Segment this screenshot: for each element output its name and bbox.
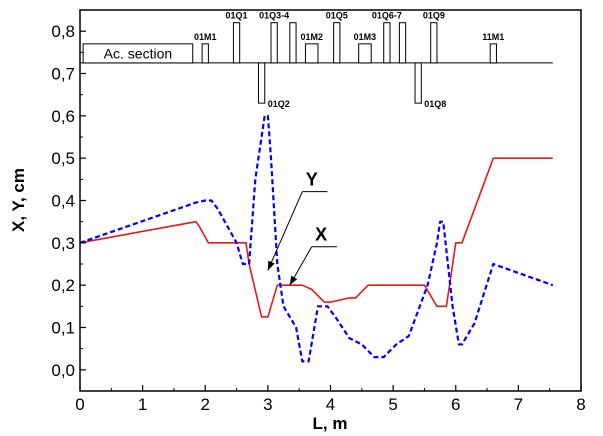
- x-tick-label: 8: [576, 395, 585, 414]
- lattice-element-label: 01Q5: [326, 11, 348, 21]
- x-tick-label: 0: [75, 395, 84, 414]
- lattice-element: [398, 22, 407, 64]
- lattice-element-label: 01Q6-7: [372, 11, 402, 21]
- series-annotations: YX: [267, 170, 337, 286]
- lattice-element-label: 01M2: [300, 32, 323, 42]
- lattice-element: [304, 43, 319, 64]
- series-line-x: [79, 157, 553, 318]
- lattice-element: [414, 62, 422, 104]
- lattice-element-label: 01M1: [194, 32, 217, 42]
- lattice-element: [82, 43, 194, 64]
- lattice-element: [232, 22, 241, 64]
- plot-frame: [79, 9, 582, 392]
- x-tick-label: 4: [326, 395, 335, 414]
- x-axis-title: L, m: [313, 414, 348, 433]
- x-tick-label: 6: [451, 395, 460, 414]
- lattice-element: [383, 22, 391, 64]
- lattice-element-label: 01Q1: [226, 11, 248, 21]
- lattice-element: [270, 22, 278, 64]
- lattice-element: [430, 22, 438, 64]
- lattice-element-label: 11M1: [482, 32, 504, 42]
- x-axis: 0 1 2 3 4 5 6 7 8: [75, 385, 586, 414]
- lattice-element: [358, 43, 372, 64]
- y-tick-label: 0,1: [51, 319, 75, 338]
- y-tick-label: 0,5: [51, 149, 75, 168]
- lattice-layout: Ac. section 01M1 01Q1 01Q2 01Q3-4 01M2 01Q5 01M…: [80, 11, 553, 109]
- x-tick-label: 2: [201, 395, 210, 414]
- lattice-element: [333, 22, 341, 64]
- lattice-element: [201, 43, 209, 64]
- lattice-element: [257, 62, 266, 104]
- lattice-element-label: 01Q8: [424, 99, 446, 109]
- lattice-element-label: Ac. section: [104, 45, 172, 61]
- y-tick-label: 0,4: [51, 192, 75, 211]
- y-axis-title: X, Y, cm: [9, 168, 28, 232]
- y-tick-label: 0,2: [51, 276, 75, 295]
- lattice-element-label: 01Q9: [423, 11, 445, 21]
- lattice-element: [289, 22, 297, 64]
- arrow-head: [267, 260, 275, 271]
- lattice-element-label: 01M3: [354, 32, 377, 42]
- x-tick-label: 3: [263, 395, 272, 414]
- y-tick-label: 0,8: [51, 22, 75, 41]
- x-tick-label: 1: [138, 395, 147, 414]
- y-tick-label: 0,3: [51, 234, 75, 253]
- series-group: [79, 114, 554, 363]
- y-axis: 0,0 0,1 0,2 0,3 0,4 0,5 0,6 0,7 0,8: [51, 22, 86, 380]
- series-label: X: [315, 225, 327, 245]
- x-tick-label: 5: [388, 395, 397, 414]
- lattice-element-label: 01Q3-4: [259, 11, 289, 21]
- series-line-y: [79, 114, 554, 363]
- series-label: Y: [306, 170, 318, 190]
- lattice-element: [489, 43, 497, 64]
- arrow-head: [289, 275, 298, 286]
- y-tick-label: 0,6: [51, 107, 75, 126]
- x-tick-label: 7: [514, 395, 523, 414]
- leader-line: [267, 191, 303, 271]
- y-tick-label: 0,7: [51, 65, 75, 84]
- y-tick-label: 0,0: [51, 361, 75, 380]
- lattice-element-label: 01Q2: [268, 99, 290, 109]
